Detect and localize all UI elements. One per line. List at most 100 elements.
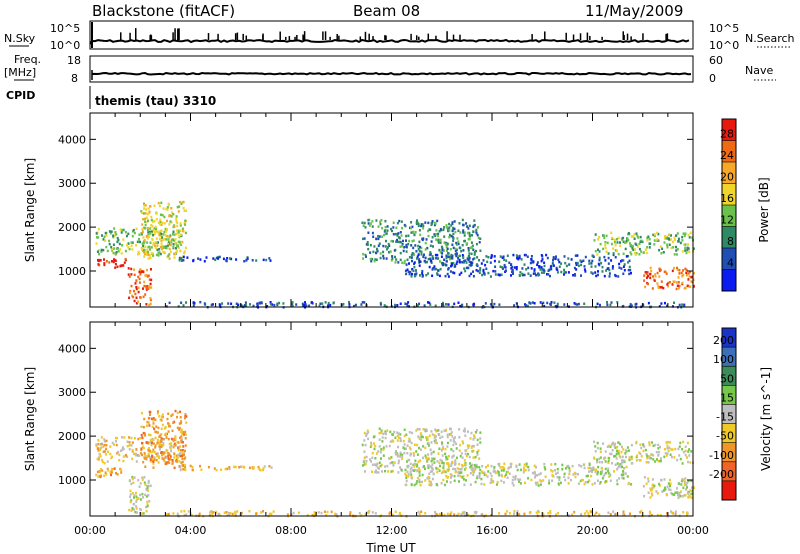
range-cell xyxy=(144,220,147,223)
range-cell xyxy=(96,470,99,474)
range-cell xyxy=(549,303,552,306)
range-cell xyxy=(422,237,425,240)
range-cell xyxy=(129,493,132,496)
range-cell xyxy=(577,302,580,306)
range-cell xyxy=(182,445,185,448)
range-cell xyxy=(478,466,481,469)
range-cell xyxy=(416,427,419,431)
range-cell xyxy=(673,236,676,240)
colorbar-tick-label: -100 xyxy=(709,449,734,462)
range-cell xyxy=(166,235,169,238)
range-cell xyxy=(175,218,178,221)
range-cell xyxy=(606,445,609,448)
range-cell xyxy=(504,512,507,516)
range-cell xyxy=(626,475,629,478)
range-cell xyxy=(598,256,601,260)
range-cell xyxy=(198,512,201,516)
range-cell xyxy=(353,304,355,308)
range-cell xyxy=(101,469,104,472)
power-x-ticks xyxy=(89,113,694,307)
range-cell xyxy=(471,444,474,448)
range-cell xyxy=(677,287,680,290)
range-cell xyxy=(689,461,692,464)
range-cell xyxy=(511,481,514,485)
range-cell xyxy=(308,304,311,307)
range-cell xyxy=(563,255,566,258)
range-cell xyxy=(413,261,416,264)
range-cell xyxy=(411,239,414,243)
range-cell xyxy=(380,457,382,460)
range-cell xyxy=(440,255,443,258)
range-cell xyxy=(111,260,113,263)
range-cell xyxy=(170,437,173,441)
range-cell xyxy=(523,469,526,472)
range-cell xyxy=(490,464,493,468)
range-cell xyxy=(365,434,368,437)
range-cell xyxy=(472,473,475,477)
range-cell xyxy=(390,259,393,262)
range-cell xyxy=(386,229,389,232)
range-cell xyxy=(181,452,184,455)
range-cell xyxy=(666,452,669,455)
range-cell xyxy=(481,470,484,473)
range-cell xyxy=(446,227,449,230)
range-cell xyxy=(114,259,117,262)
range-cell xyxy=(541,258,544,261)
range-cell xyxy=(167,254,170,257)
range-cell xyxy=(210,303,213,307)
range-cell xyxy=(139,498,142,501)
range-cell xyxy=(386,246,389,249)
range-cell xyxy=(152,417,155,420)
range-cell xyxy=(162,250,165,254)
range-cell xyxy=(266,305,269,308)
nsky-tick-top: 10^5 xyxy=(50,22,80,35)
range-cell xyxy=(103,461,106,465)
range-cell xyxy=(152,438,155,441)
range-cell xyxy=(657,284,660,288)
range-cell xyxy=(152,422,155,425)
nsky-tick-bottom: 10^0 xyxy=(50,39,80,52)
freq-strip-frame xyxy=(89,55,694,83)
range-cell xyxy=(633,251,636,255)
range-cell xyxy=(653,484,656,488)
range-cell xyxy=(416,476,419,480)
range-cell xyxy=(167,454,170,458)
range-cell xyxy=(412,463,415,467)
range-cell xyxy=(269,301,272,304)
range-cell xyxy=(379,301,382,305)
range-cell xyxy=(450,234,453,238)
range-cell xyxy=(95,232,98,235)
range-cell xyxy=(95,444,98,448)
velocity-colorbar-label: Velocity [m s^-1] xyxy=(759,367,773,471)
range-cell xyxy=(384,436,387,440)
range-cell xyxy=(432,245,434,248)
range-cell xyxy=(403,434,406,438)
range-cell xyxy=(646,271,649,274)
range-cell xyxy=(517,478,520,481)
range-cell xyxy=(142,431,145,435)
range-cell xyxy=(468,224,471,227)
range-cell xyxy=(598,457,601,461)
range-cell xyxy=(278,301,281,305)
range-cell xyxy=(473,251,476,254)
range-cell xyxy=(147,481,150,484)
range-cell xyxy=(174,435,177,438)
range-cell xyxy=(635,243,638,246)
range-cell xyxy=(608,444,610,448)
range-cell xyxy=(631,247,634,250)
range-cell xyxy=(417,510,420,514)
y-tick-label: 2000 xyxy=(58,430,86,443)
range-cell xyxy=(609,513,612,516)
range-cell xyxy=(161,221,164,225)
range-cell xyxy=(433,461,436,464)
range-cell xyxy=(602,247,605,251)
range-cell xyxy=(518,254,521,258)
range-cell xyxy=(364,253,367,257)
range-cell xyxy=(180,439,183,442)
range-cell xyxy=(168,422,171,426)
range-cell xyxy=(626,446,629,449)
freq-tick-top: 18 xyxy=(67,54,81,67)
range-cell xyxy=(681,281,684,285)
range-cell xyxy=(651,493,654,497)
range-cell xyxy=(678,491,681,495)
